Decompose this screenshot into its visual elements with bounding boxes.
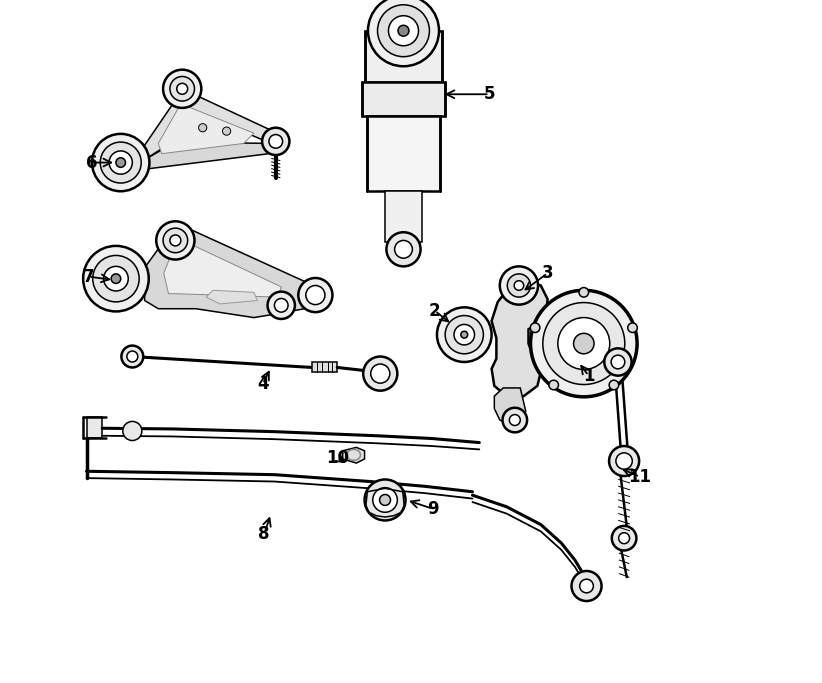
Polygon shape (492, 280, 547, 396)
Text: 8: 8 (258, 525, 270, 543)
Text: 5: 5 (484, 85, 496, 103)
Circle shape (199, 124, 207, 132)
Text: 10: 10 (326, 449, 349, 466)
Circle shape (549, 380, 558, 390)
Circle shape (363, 357, 397, 391)
Circle shape (616, 453, 632, 469)
Circle shape (92, 134, 150, 191)
Circle shape (100, 142, 141, 183)
Circle shape (109, 151, 132, 174)
Circle shape (371, 364, 390, 383)
Circle shape (386, 232, 421, 266)
Circle shape (461, 331, 468, 338)
Circle shape (502, 408, 527, 432)
Polygon shape (312, 362, 337, 372)
Circle shape (510, 415, 520, 426)
Circle shape (156, 221, 195, 260)
Circle shape (389, 16, 418, 46)
Circle shape (454, 324, 474, 345)
Circle shape (306, 285, 325, 305)
Circle shape (574, 333, 594, 354)
Circle shape (163, 70, 201, 108)
Circle shape (437, 307, 492, 362)
Circle shape (268, 292, 295, 319)
Circle shape (104, 266, 128, 291)
Circle shape (604, 348, 631, 376)
Circle shape (269, 135, 283, 148)
Circle shape (380, 494, 390, 505)
Circle shape (122, 346, 143, 367)
Circle shape (111, 274, 121, 283)
Text: 6: 6 (85, 154, 97, 171)
Text: 11: 11 (628, 468, 651, 486)
Text: 2: 2 (429, 302, 441, 320)
Text: 9: 9 (427, 500, 439, 518)
Text: 7: 7 (83, 268, 95, 285)
Circle shape (612, 526, 636, 550)
Circle shape (514, 281, 524, 290)
Circle shape (170, 76, 195, 101)
Polygon shape (494, 388, 526, 425)
Circle shape (530, 323, 540, 333)
Circle shape (163, 228, 187, 253)
Circle shape (530, 290, 637, 397)
Circle shape (116, 158, 126, 167)
Circle shape (580, 579, 593, 593)
Polygon shape (164, 239, 281, 297)
Circle shape (275, 298, 288, 312)
Circle shape (446, 316, 483, 354)
Circle shape (609, 446, 640, 476)
Text: 3: 3 (542, 264, 553, 282)
Polygon shape (159, 104, 254, 154)
Circle shape (395, 240, 413, 258)
Circle shape (127, 351, 138, 362)
Circle shape (500, 266, 538, 305)
Circle shape (609, 380, 619, 390)
Circle shape (177, 83, 187, 94)
Polygon shape (206, 290, 257, 304)
Circle shape (398, 25, 409, 36)
Circle shape (93, 255, 139, 302)
Circle shape (368, 0, 439, 66)
Circle shape (611, 355, 625, 369)
Polygon shape (145, 225, 321, 318)
Polygon shape (86, 417, 102, 438)
Circle shape (364, 479, 405, 520)
Text: 4: 4 (257, 375, 269, 393)
Circle shape (298, 278, 332, 312)
Polygon shape (143, 142, 271, 169)
Polygon shape (385, 191, 422, 242)
Polygon shape (364, 31, 442, 82)
Circle shape (558, 318, 610, 370)
Circle shape (223, 127, 231, 135)
Circle shape (543, 303, 625, 385)
Circle shape (262, 128, 289, 155)
Polygon shape (343, 447, 364, 463)
Circle shape (83, 246, 149, 311)
Text: 1: 1 (583, 367, 594, 385)
Circle shape (377, 5, 429, 57)
Polygon shape (362, 82, 446, 116)
Circle shape (122, 421, 142, 441)
Circle shape (579, 288, 589, 297)
Circle shape (170, 235, 181, 246)
Polygon shape (141, 90, 275, 161)
Polygon shape (367, 116, 441, 191)
Circle shape (571, 571, 602, 601)
Circle shape (628, 323, 637, 333)
Circle shape (372, 488, 397, 512)
Circle shape (507, 274, 530, 297)
Circle shape (619, 533, 630, 544)
